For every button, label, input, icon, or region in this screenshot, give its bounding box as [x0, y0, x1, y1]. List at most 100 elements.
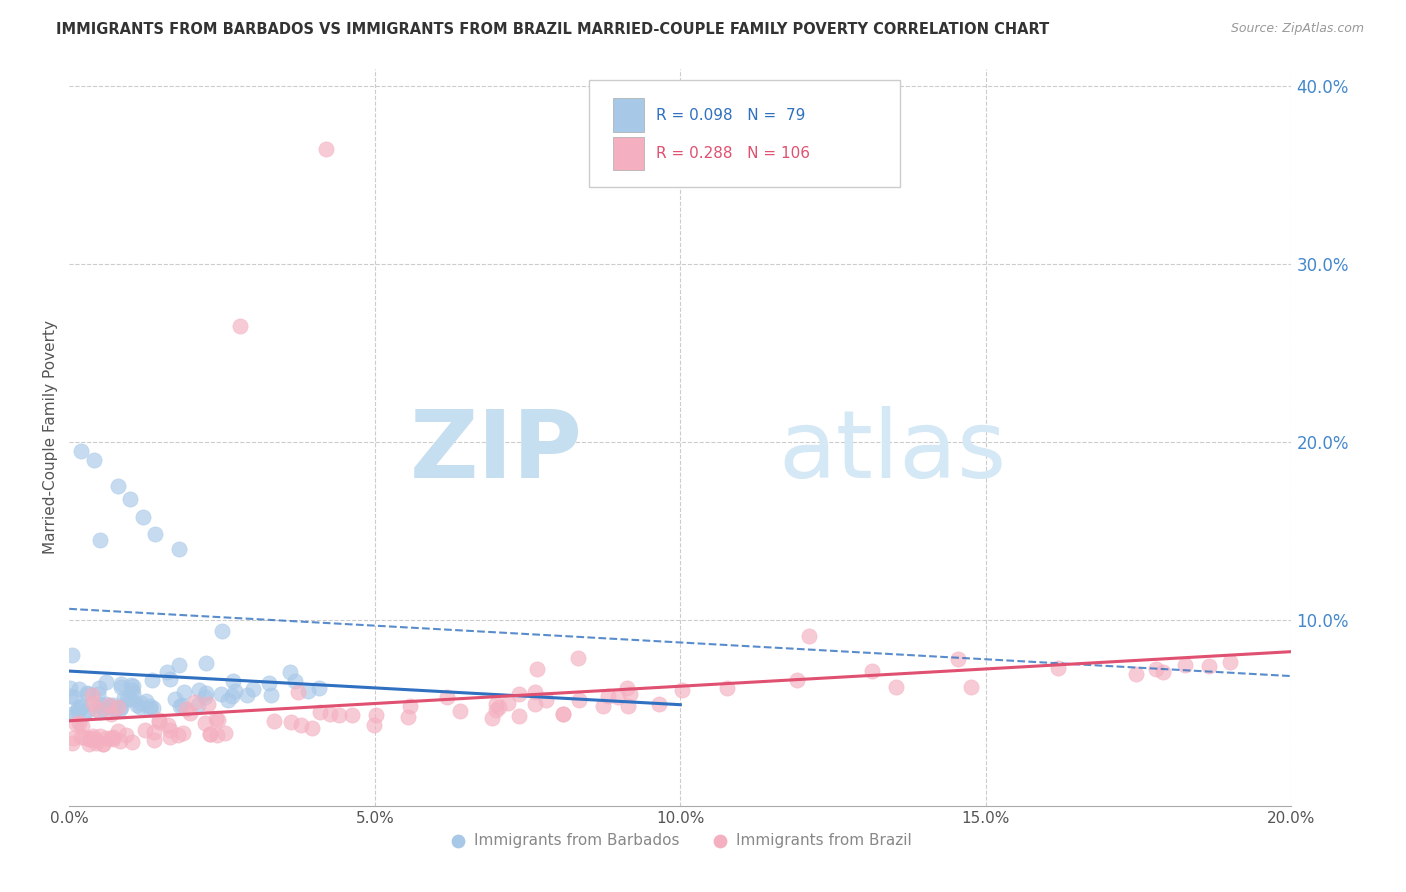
Point: [176, 702, 198, 716]
Point: [214, 726, 236, 740]
Point: [103, 732, 125, 747]
Point: [797, 629, 820, 643]
Point: [449, 704, 471, 718]
Point: [619, 687, 641, 701]
Point: [786, 673, 808, 687]
Text: R = 0.288   N = 106: R = 0.288 N = 106: [657, 146, 810, 161]
Point: [508, 687, 530, 701]
FancyBboxPatch shape: [589, 79, 900, 186]
Point: [110, 677, 132, 691]
Point: [496, 697, 519, 711]
Point: [1198, 659, 1220, 673]
Point: [107, 700, 129, 714]
Point: [121, 683, 143, 698]
Point: [79, 731, 101, 746]
Point: [110, 680, 132, 694]
Point: [86, 687, 108, 701]
Point: [142, 701, 165, 715]
Point: [198, 727, 221, 741]
Point: [617, 699, 640, 714]
Point: [159, 730, 181, 744]
Point: [184, 695, 207, 709]
Point: [157, 717, 180, 731]
Point: [67, 682, 90, 697]
Point: [860, 664, 883, 678]
Point: [70, 443, 93, 458]
Point: [284, 673, 307, 688]
Point: [115, 728, 138, 742]
Point: [103, 702, 125, 716]
Point: [236, 688, 259, 702]
Point: [139, 701, 162, 715]
Point: [534, 693, 557, 707]
Point: [148, 714, 170, 729]
Point: [135, 693, 157, 707]
Point: [364, 707, 387, 722]
Point: [122, 679, 145, 693]
Point: [319, 706, 342, 721]
Point: [607, 690, 630, 705]
Point: [309, 705, 332, 719]
Point: [188, 682, 211, 697]
Point: [1219, 655, 1241, 669]
Point: [648, 698, 671, 712]
Point: [194, 686, 217, 700]
Point: [89, 681, 111, 696]
Point: [301, 721, 323, 735]
Point: [1046, 661, 1069, 675]
Point: [287, 684, 309, 698]
Point: [100, 731, 122, 746]
Point: [70, 730, 93, 744]
Point: [83, 452, 105, 467]
Point: [131, 509, 153, 524]
Point: [59, 681, 82, 695]
Point: [73, 706, 96, 721]
Point: [129, 700, 152, 714]
Point: [141, 673, 163, 687]
Point: [363, 717, 385, 731]
Point: [84, 733, 107, 747]
Point: [436, 690, 458, 704]
Point: [488, 700, 510, 714]
Point: [121, 734, 143, 748]
Point: [110, 699, 132, 714]
Point: [69, 699, 91, 714]
Point: [205, 728, 228, 742]
Point: [290, 718, 312, 732]
Point: [103, 730, 125, 744]
Point: [120, 491, 142, 506]
Point: [193, 716, 215, 731]
Point: [592, 698, 614, 713]
Point: [167, 728, 190, 742]
Point: [156, 665, 179, 679]
Point: [884, 680, 907, 694]
Point: [187, 698, 209, 712]
Point: [260, 688, 283, 702]
Point: [134, 723, 156, 738]
Point: [76, 687, 98, 701]
Bar: [613, 98, 644, 132]
Point: [62, 731, 84, 746]
Point: [77, 731, 100, 746]
Point: [616, 681, 638, 696]
Point: [221, 673, 243, 688]
Text: Source: ZipAtlas.com: Source: ZipAtlas.com: [1230, 22, 1364, 36]
Point: [1144, 662, 1167, 676]
Point: [148, 713, 170, 727]
Point: [167, 541, 190, 556]
Point: [308, 681, 330, 695]
Point: [77, 703, 100, 717]
Point: [67, 700, 90, 714]
Point: [169, 658, 191, 673]
Point: [63, 707, 86, 722]
Point: [118, 692, 141, 706]
Point: [65, 716, 87, 731]
Text: R = 0.098   N =  79: R = 0.098 N = 79: [657, 108, 806, 122]
Point: [100, 707, 122, 722]
Point: [73, 730, 96, 744]
Point: [108, 702, 131, 716]
Point: [221, 690, 243, 704]
Legend: Immigrants from Barbados, Immigrants from Brazil: Immigrants from Barbados, Immigrants fro…: [443, 827, 918, 854]
Point: [671, 683, 693, 698]
Point: [551, 707, 574, 722]
